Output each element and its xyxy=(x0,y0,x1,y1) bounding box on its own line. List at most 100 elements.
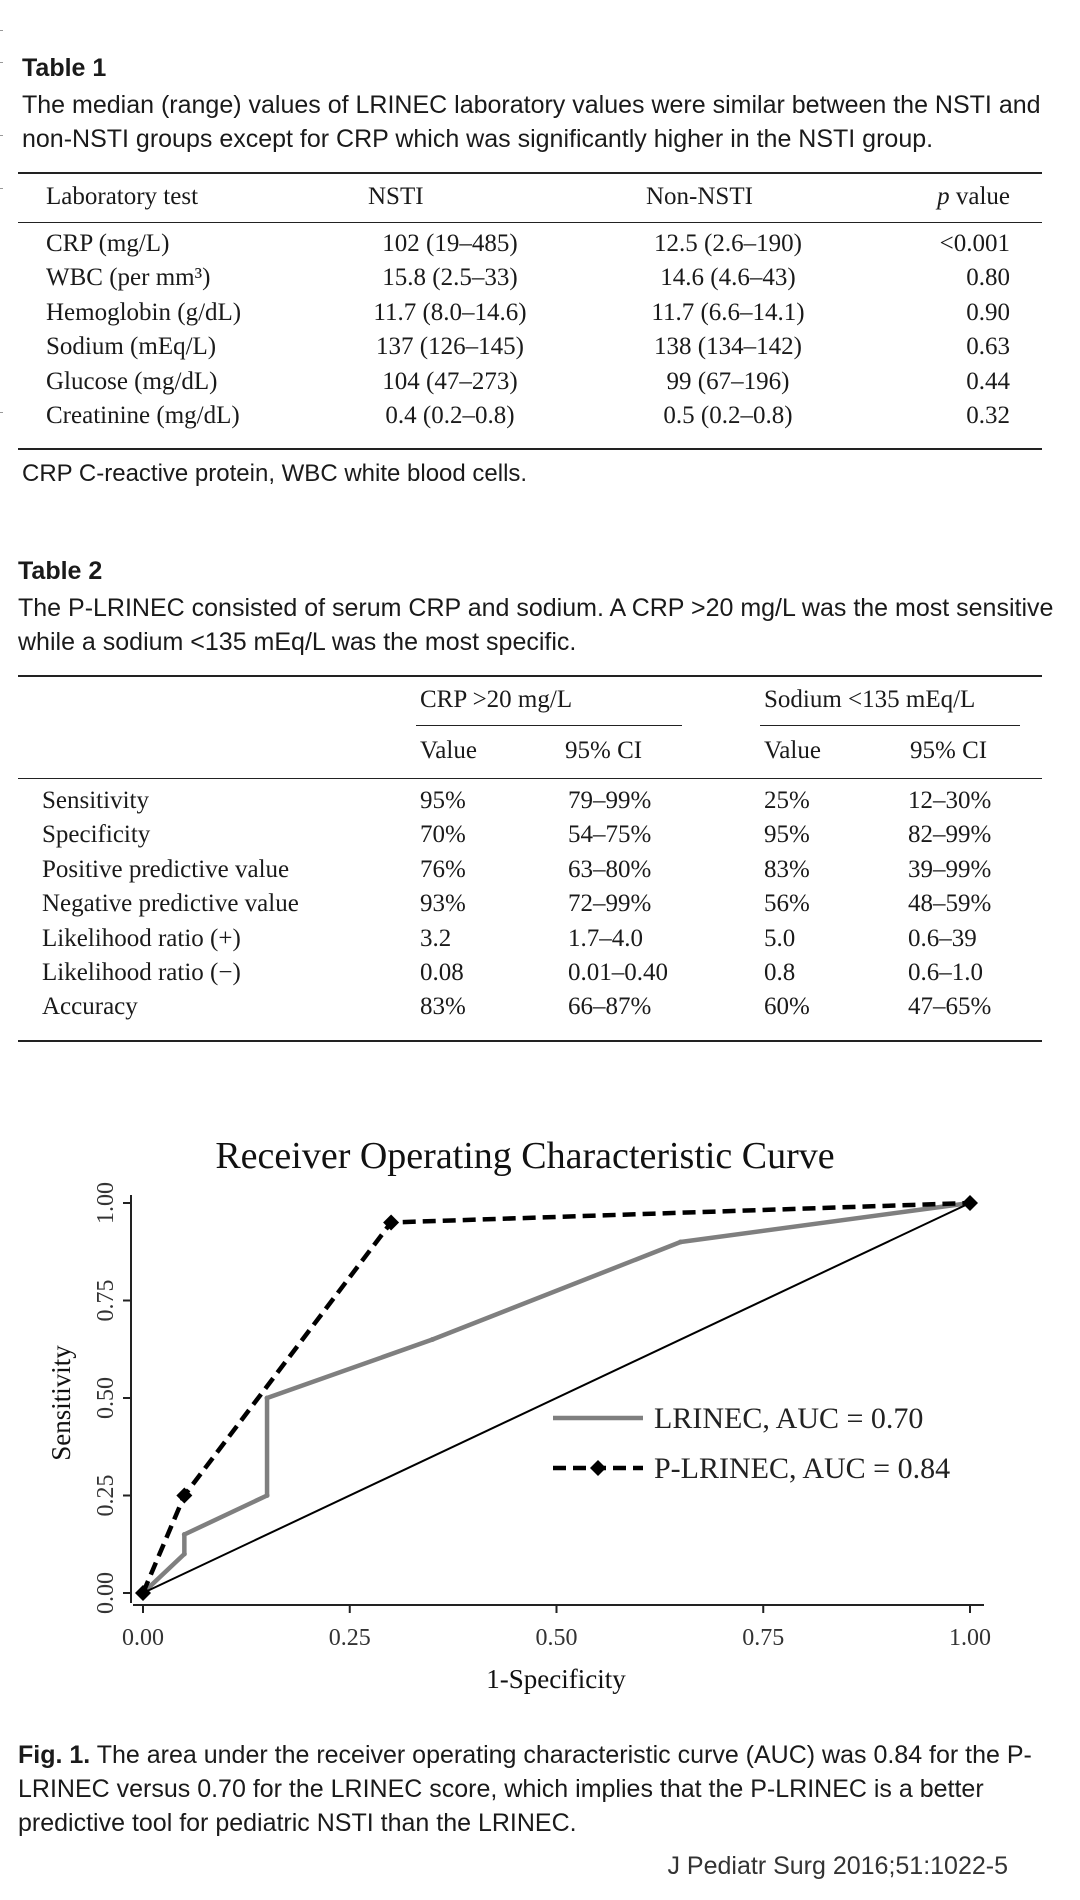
table1-header-p-value: p value xyxy=(937,183,1010,210)
table1-cell-non-nsti: 11.7 (6.6–14.1) xyxy=(651,298,805,326)
table2-cell-sodium-ci: 47–65% xyxy=(908,993,992,1021)
margin-mark xyxy=(0,412,3,413)
table1-cell-nsti: 11.7 (8.0–14.6) xyxy=(373,298,527,326)
chart-axes: 0.00 0.25 0.50 0.75 1.00 0.00 0.25 0.50 0.75 1.00 xyxy=(93,1182,991,1651)
table1-cell-nsti: 0.4 (0.2–0.8) xyxy=(385,402,515,429)
table2-cell-measure: Positive predictive value xyxy=(42,855,290,883)
roc-chart: Receiver Operating Characteristic Curve … xyxy=(46,1135,991,1694)
legend-label: LRINEC, AUC = 0.70 xyxy=(654,1402,923,1435)
table1-header-rule xyxy=(18,222,1042,223)
lrinec-point xyxy=(678,1239,684,1245)
table2-cell-measure: Likelihood ratio (−) xyxy=(42,959,241,986)
table2-header-rule xyxy=(18,778,1042,779)
table1-cell-test: Creatinine (mg/dL) xyxy=(46,402,240,429)
table2-cell-crp-ci: 54–75% xyxy=(568,821,652,849)
table1-cell-p-value: 0.80 xyxy=(966,264,1010,292)
table1-caption: The median (range) values of LRINEC labo… xyxy=(22,91,1041,153)
table1-cell-nsti: 104 (47–273) xyxy=(382,367,518,395)
table2-cell-crp-value: 83% xyxy=(420,993,466,1021)
table1-cell-non-nsti: 138 (134–142) xyxy=(654,333,802,361)
table2-cell-measure: Specificity xyxy=(42,821,151,849)
table1-cell-non-nsti: 0.5 (0.2–0.8) xyxy=(663,402,793,429)
table2-cell-sodium-value: 5.0 xyxy=(764,924,796,952)
figure-caption: Fig. 1. The area under the receiver oper… xyxy=(18,1738,1048,1840)
lrinec-point xyxy=(181,1532,187,1537)
legend-p-lrinec-marker xyxy=(590,1460,606,1476)
table2-cell-crp-value: 0.08 xyxy=(420,959,464,986)
table2-cell-crp-ci: 0.01–0.40 xyxy=(568,959,668,986)
table2-cell-sodium-ci: 12–30% xyxy=(908,787,992,814)
lrinec-point xyxy=(429,1337,435,1342)
chart-ylabel: Sensitivity xyxy=(46,1345,76,1461)
y-tick-label: 1.00 xyxy=(93,1182,119,1224)
table1-cell-p-value: 0.63 xyxy=(966,333,1010,361)
chart-series xyxy=(135,1195,978,1601)
reference-diagonal-line xyxy=(142,1202,971,1594)
x-tick-label: 0.00 xyxy=(122,1625,164,1651)
table2-cell-sodium-value: 83% xyxy=(764,855,810,883)
table1-cell-test: Hemoglobin (g/dL) xyxy=(46,298,242,326)
table2-cell-measure: Likelihood ratio (+) xyxy=(42,924,241,952)
table2-group-rule-sodium xyxy=(760,725,1020,726)
x-tick-label: 0.50 xyxy=(536,1625,578,1651)
margin-mark xyxy=(0,188,3,189)
table2-cell-crp-value: 93% xyxy=(420,890,466,918)
x-tick-label: 0.75 xyxy=(742,1625,784,1651)
lrinec-curve xyxy=(141,1200,971,1595)
table2-group-rule-crp xyxy=(416,725,682,726)
table2-cell-crp-ci: 66–87% xyxy=(568,993,652,1021)
table1-cell-p-value: <0.001 xyxy=(939,230,1010,257)
table2-cell-crp-ci: 72–99% xyxy=(568,890,652,918)
table2-label: Table 2 xyxy=(18,557,103,585)
table2-cell-sodium-value: 60% xyxy=(764,993,810,1021)
table2-cell-sodium-ci: 0.6–39 xyxy=(908,924,977,952)
table2-subheader-sodium-value: Value xyxy=(764,737,821,764)
table1-cell-test: Glucose (mg/dL) xyxy=(46,367,218,395)
table2-cell-sodium-ci: 48–59% xyxy=(908,890,992,918)
table2-cell-crp-value: 3.2 xyxy=(420,924,452,952)
table2-cell-measure: Sensitivity xyxy=(42,787,149,814)
table2-cell-sodium-value: 0.8 xyxy=(764,959,796,986)
table2-cell-crp-value: 95% xyxy=(420,787,466,814)
table2-cell-measure: Negative predictive value xyxy=(42,890,299,918)
table2-bottom-rule xyxy=(18,1040,1042,1042)
table2-cell-sodium-ci: 39–99% xyxy=(908,855,992,883)
table1-cell-non-nsti: 12.5 (2.6–190) xyxy=(654,230,802,257)
margin-mark xyxy=(0,135,3,136)
table2-cell-crp-ci: 79–99% xyxy=(568,787,652,814)
table2-cell-crp-ci: 1.7–4.0 xyxy=(568,924,643,952)
table2-group-header-crp: CRP >20 mg/L xyxy=(420,686,573,713)
table1-cell-nsti: 137 (126–145) xyxy=(376,333,524,361)
table2-cell-crp-ci: 63–80% xyxy=(568,855,652,883)
x-tick-label: 0.25 xyxy=(329,1625,371,1651)
table1-cell-nsti: 15.8 (2.5–33) xyxy=(382,264,518,292)
p-lrinec-point xyxy=(383,1214,400,1231)
table1-header-test: Laboratory test xyxy=(46,183,199,210)
x-tick-label: 1.00 xyxy=(949,1625,991,1651)
p-lrinec-curve xyxy=(140,1200,971,1594)
table2-cell-crp-value: 76% xyxy=(420,855,466,883)
chart-legend: LRINEC, AUC = 0.70 P-LRINEC, AUC = 0.84 xyxy=(553,1402,950,1485)
table1-cell-nsti: 102 (19–485) xyxy=(382,230,518,257)
y-tick-label: 0.25 xyxy=(93,1475,119,1517)
figure-label: Fig. 1. xyxy=(18,1741,91,1769)
table1-cell-test: Sodium (mEq/L) xyxy=(46,333,217,361)
table2-subheader-crp-ci: 95% CI xyxy=(565,737,643,764)
citation: J Pediatr Surg 2016;51:1022-5 xyxy=(667,1852,1008,1880)
chart-xlabel: 1-Specificity xyxy=(486,1664,626,1694)
margin-mark xyxy=(0,30,3,31)
table1-cell-p-value: 0.32 xyxy=(966,402,1010,429)
y-tick-label: 0.75 xyxy=(93,1280,119,1322)
y-tick-label: 0.00 xyxy=(93,1572,119,1614)
table2-subheader-sodium-ci: 95% CI xyxy=(910,737,988,764)
margin-mark xyxy=(0,62,3,63)
table2-cell-sodium-value: 95% xyxy=(764,821,810,849)
table2-cell-crp-value: 70% xyxy=(420,821,466,849)
lrinec-point xyxy=(264,1395,270,1401)
table2-top-rule xyxy=(18,675,1042,677)
table1-label: Table 1 xyxy=(22,54,107,82)
chart-title: Receiver Operating Characteristic Curve xyxy=(215,1135,834,1177)
table1-cell-test: WBC (per mm³) xyxy=(46,264,211,292)
table1-cell-test: CRP (mg/L) xyxy=(46,230,170,257)
figure-caption-text: The area under the receiver operating ch… xyxy=(18,1741,1032,1837)
